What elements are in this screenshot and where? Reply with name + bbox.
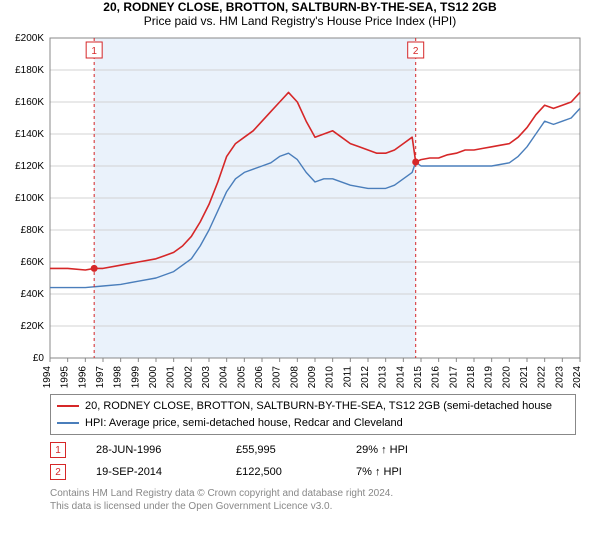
legend-swatch: [57, 405, 79, 407]
svg-text:2016: 2016: [431, 366, 442, 388]
sale-date: 28-JUN-1996: [96, 444, 206, 456]
svg-text:2022: 2022: [537, 366, 548, 388]
svg-text:2008: 2008: [289, 366, 300, 388]
svg-text:2010: 2010: [325, 366, 336, 388]
svg-text:2004: 2004: [219, 366, 230, 388]
svg-text:2021: 2021: [519, 366, 530, 388]
sale-date: 19-SEP-2014: [96, 466, 206, 478]
sale-delta: 29% ↑ HPI: [356, 444, 446, 456]
sale-badge: 1: [50, 442, 66, 458]
sale-price: £55,995: [236, 444, 326, 456]
svg-text:2001: 2001: [166, 366, 177, 388]
svg-text:2020: 2020: [501, 366, 512, 388]
chart-subtitle: Price paid vs. HM Land Registry's House …: [0, 14, 600, 28]
svg-text:£200K: £200K: [15, 33, 44, 44]
svg-text:2017: 2017: [448, 366, 459, 388]
legend-label: HPI: Average price, semi-detached house,…: [85, 415, 403, 432]
svg-text:£160K: £160K: [15, 97, 44, 108]
svg-text:2002: 2002: [183, 366, 194, 388]
svg-text:2018: 2018: [466, 366, 477, 388]
svg-text:£40K: £40K: [21, 289, 45, 300]
svg-text:2007: 2007: [272, 366, 283, 388]
svg-text:£60K: £60K: [21, 257, 45, 268]
svg-text:1996: 1996: [77, 366, 88, 388]
svg-text:2013: 2013: [378, 366, 389, 388]
svg-text:2005: 2005: [236, 366, 247, 388]
svg-text:2014: 2014: [395, 366, 406, 388]
svg-text:2015: 2015: [413, 366, 424, 388]
svg-text:2: 2: [413, 46, 419, 57]
sale-row: 2 19-SEP-2014 £122,500 7% ↑ HPI: [50, 461, 576, 483]
svg-text:2024: 2024: [572, 366, 583, 388]
svg-text:£80K: £80K: [21, 225, 45, 236]
svg-text:2023: 2023: [554, 366, 565, 388]
line-chart: £0 £20K £40K £60K £80K £100K £120K £140K £160K £1…: [0, 28, 600, 388]
svg-text:2003: 2003: [201, 366, 212, 388]
svg-text:£100K: £100K: [15, 193, 44, 204]
svg-text:1998: 1998: [113, 366, 124, 388]
legend-item: HPI: Average price, semi-detached house,…: [57, 415, 569, 432]
legend-box: 20, RODNEY CLOSE, BROTTON, SALTBURN-BY-T…: [50, 394, 576, 435]
footer-line: This data is licensed under the Open Gov…: [50, 500, 576, 513]
sale-price: £122,500: [236, 466, 326, 478]
legend-label: 20, RODNEY CLOSE, BROTTON, SALTBURN-BY-T…: [85, 398, 552, 415]
svg-text:2012: 2012: [360, 366, 371, 388]
svg-text:£180K: £180K: [15, 65, 44, 76]
svg-text:£20K: £20K: [21, 321, 45, 332]
svg-text:1994: 1994: [42, 366, 53, 388]
svg-text:1995: 1995: [60, 366, 71, 388]
svg-text:£140K: £140K: [15, 129, 44, 140]
svg-text:£120K: £120K: [15, 161, 44, 172]
svg-text:2009: 2009: [307, 366, 318, 388]
chart-title: 20, RODNEY CLOSE, BROTTON, SALTBURN-BY-T…: [0, 0, 600, 14]
svg-text:2019: 2019: [484, 366, 495, 388]
sale-delta: 7% ↑ HPI: [356, 466, 446, 478]
svg-text:2000: 2000: [148, 366, 159, 388]
sale-events: 1 28-JUN-1996 £55,995 29% ↑ HPI 2 19-SEP-2014…: [50, 439, 576, 483]
svg-text:2006: 2006: [254, 366, 265, 388]
sale-badge: 2: [50, 464, 66, 480]
sale-row: 1 28-JUN-1996 £55,995 29% ↑ HPI: [50, 439, 576, 461]
footer-attribution: Contains HM Land Registry data © Crown c…: [50, 487, 576, 513]
svg-text:£0: £0: [33, 353, 45, 364]
svg-text:1: 1: [91, 46, 97, 57]
legend-swatch: [57, 422, 79, 424]
svg-text:1999: 1999: [130, 366, 141, 388]
svg-text:2011: 2011: [342, 366, 353, 388]
svg-text:1997: 1997: [95, 366, 106, 388]
legend-item: 20, RODNEY CLOSE, BROTTON, SALTBURN-BY-T…: [57, 398, 569, 415]
footer-line: Contains HM Land Registry data © Crown c…: [50, 487, 576, 500]
chart-area: £0 £20K £40K £60K £80K £100K £120K £140K £160K £1…: [0, 28, 600, 388]
